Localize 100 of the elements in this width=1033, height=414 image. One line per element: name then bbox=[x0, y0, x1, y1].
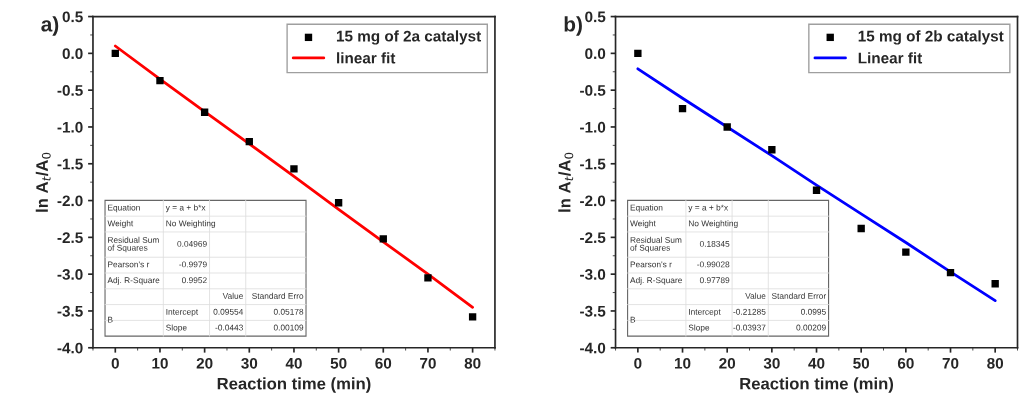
point bbox=[200, 108, 209, 116]
annotation: Weight bbox=[107, 220, 134, 228]
y-tick-label: -4.0 bbox=[57, 342, 83, 354]
annotation: B bbox=[108, 316, 113, 323]
annotation: 0.09554 bbox=[213, 308, 244, 315]
annotation: 0.00109 bbox=[273, 324, 304, 331]
annotation: 0.97789 bbox=[699, 277, 730, 284]
y-tick-label: -2.0 bbox=[580, 195, 606, 207]
y-axis-title: ln A$_{t}$/A$_{0}$ bbox=[558, 152, 574, 212]
point bbox=[768, 146, 776, 154]
annotation: 0.0995 bbox=[801, 308, 826, 315]
x-tick-label: 40 bbox=[808, 357, 825, 369]
annotation: Value bbox=[745, 292, 766, 299]
annotation: -0.03937 bbox=[733, 324, 766, 331]
y-tick-label: -0.5 bbox=[57, 85, 83, 96]
annotation: Equation bbox=[630, 204, 663, 213]
legend-label: linear fit bbox=[337, 52, 396, 64]
y-axis-title: ln A$_{t}$/A$_{0}$ bbox=[35, 152, 51, 212]
y-tick-label: -1.0 bbox=[580, 121, 606, 133]
point bbox=[290, 165, 298, 173]
point bbox=[678, 104, 687, 113]
legend-label: Linear fit bbox=[858, 52, 923, 64]
annotation: Adj. R-Square bbox=[630, 277, 682, 285]
y-tick-label: -2.0 bbox=[57, 195, 83, 207]
point bbox=[946, 269, 955, 277]
chart-title: a) bbox=[41, 16, 59, 36]
x-tick-label: 0 bbox=[111, 357, 119, 369]
annotation: Intercept bbox=[689, 308, 721, 317]
y-tick-label: -3.0 bbox=[580, 269, 606, 280]
annotation: Pearson's r bbox=[630, 261, 672, 268]
annotation: Slope bbox=[688, 324, 710, 333]
annotation: -0.9979 bbox=[179, 261, 207, 268]
annotation: Intercept bbox=[166, 308, 199, 317]
annotation: Residual Sum of Squares bbox=[107, 236, 159, 253]
y-tick-label: 0.0 bbox=[585, 48, 606, 60]
x-tick-label: 30 bbox=[763, 357, 780, 369]
x-tick-label: 10 bbox=[674, 357, 691, 369]
annotation: Standard Erro bbox=[252, 292, 304, 299]
x-tick-label: 40 bbox=[285, 357, 302, 369]
annotation: 0.18345 bbox=[699, 240, 730, 247]
y-tick-label: -0.5 bbox=[580, 85, 606, 96]
annotation: y = a + b*x bbox=[688, 204, 729, 213]
x-tick-label: 60 bbox=[375, 357, 392, 369]
point bbox=[902, 248, 910, 256]
point bbox=[424, 274, 432, 282]
y-tick-label: -2.5 bbox=[57, 232, 83, 244]
point bbox=[857, 224, 865, 233]
annotation: No Weighting bbox=[688, 220, 738, 228]
y-tick-label: -3.5 bbox=[57, 305, 83, 317]
y-tick-label: 0.5 bbox=[62, 11, 83, 23]
x-tick-label: 70 bbox=[942, 357, 959, 369]
y-tick-label: 0.0 bbox=[62, 48, 83, 60]
y-tick-label: -1.5 bbox=[57, 158, 83, 170]
annotation: -0.99028 bbox=[697, 261, 730, 268]
annotation: 0.00209 bbox=[796, 324, 826, 331]
point bbox=[334, 199, 343, 207]
annotation: No Weighting bbox=[166, 220, 216, 228]
annotation: Slope bbox=[166, 324, 187, 333]
x-tick-label: 70 bbox=[420, 357, 436, 369]
annotation: Residual Sum of Squares bbox=[630, 236, 682, 253]
annotation: Equation bbox=[108, 204, 140, 213]
x-axis-title: Reaction time (min) bbox=[740, 377, 894, 393]
annotation: Standard Error bbox=[771, 292, 827, 299]
y-tick-label: -3.5 bbox=[580, 305, 606, 317]
y-tick-label: -3.0 bbox=[57, 269, 83, 280]
y-tick-label: -4.0 bbox=[580, 342, 606, 354]
annotation: Value bbox=[222, 292, 243, 299]
y-tick-label: 0.5 bbox=[585, 11, 606, 23]
y-tick-label: -2.5 bbox=[580, 232, 606, 244]
annotation: -0.21285 bbox=[733, 308, 766, 315]
point bbox=[468, 313, 477, 321]
x-tick-label: 10 bbox=[152, 357, 168, 369]
x-tick-label: 20 bbox=[196, 357, 213, 369]
x-tick-label: 50 bbox=[853, 357, 870, 369]
x-tick-label: 80 bbox=[987, 357, 1004, 369]
x-tick-label: 0 bbox=[634, 357, 642, 369]
point bbox=[812, 186, 821, 194]
x-tick-label: 80 bbox=[464, 357, 481, 369]
annotation: B bbox=[630, 316, 636, 323]
annotation: Pearson's r bbox=[108, 261, 150, 268]
x-tick-label: 20 bbox=[719, 357, 736, 369]
point bbox=[723, 123, 731, 131]
y-tick-label: -1.0 bbox=[57, 121, 83, 133]
point bbox=[156, 76, 164, 85]
legend-label: 15 mg of 2b catalyst bbox=[858, 30, 1004, 45]
point bbox=[111, 49, 119, 58]
annotation: -0.0443 bbox=[215, 324, 243, 331]
point bbox=[245, 138, 253, 146]
annotation: 0.04969 bbox=[177, 240, 207, 247]
x-tick-label: 30 bbox=[241, 357, 258, 369]
annotation: 0.05178 bbox=[273, 308, 304, 315]
point bbox=[991, 280, 999, 288]
annotation: 0.9952 bbox=[181, 277, 207, 284]
x-tick-label: 50 bbox=[330, 357, 347, 369]
x-tick-label: 60 bbox=[897, 357, 914, 369]
chart-title: b) bbox=[564, 16, 582, 36]
point bbox=[634, 49, 642, 58]
annotation: Weight bbox=[630, 220, 656, 228]
x-axis-title: Reaction time (min) bbox=[217, 377, 371, 393]
legend-label: 15 mg of 2a catalyst bbox=[336, 30, 482, 45]
